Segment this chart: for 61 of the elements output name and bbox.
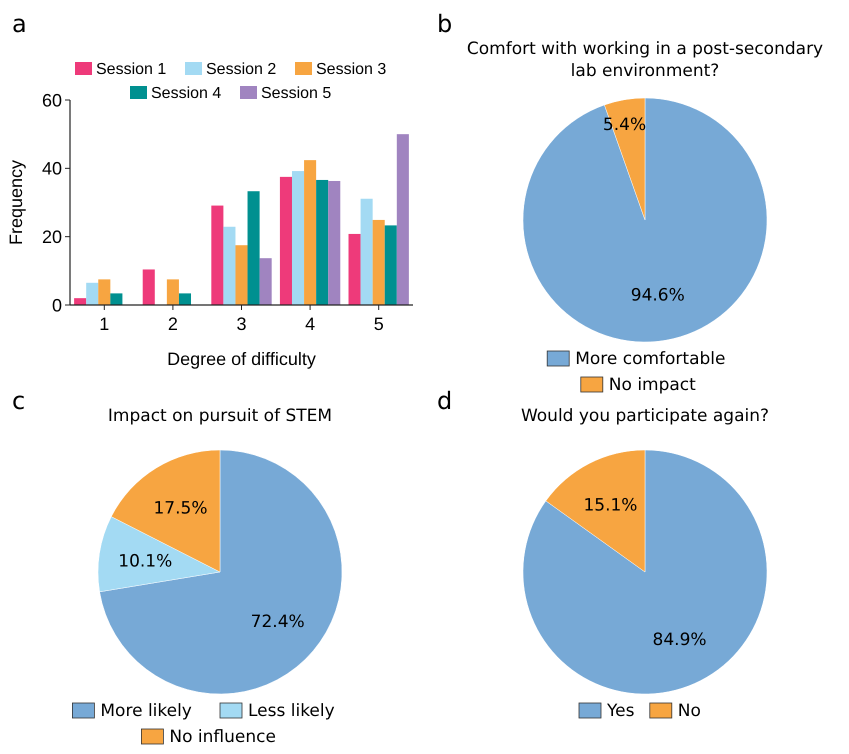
legend-label: No influence xyxy=(169,727,276,747)
bar xyxy=(74,298,86,305)
bar xyxy=(166,279,179,305)
bar xyxy=(178,293,192,305)
data-label: 15.1% xyxy=(583,496,638,516)
text: c xyxy=(12,387,26,415)
text: d xyxy=(437,387,452,415)
bar xyxy=(292,171,304,305)
bar xyxy=(280,176,292,305)
bar xyxy=(211,206,224,305)
bar xyxy=(316,180,328,305)
x-tick-label: 5 xyxy=(374,314,384,334)
text: a xyxy=(12,10,27,38)
bar xyxy=(328,180,340,305)
legend-label: Less likely xyxy=(248,701,335,721)
legend-label: Session 4 xyxy=(151,85,222,102)
data-label: 17.5% xyxy=(153,498,208,518)
text: b xyxy=(437,10,452,38)
data-label: 10.1% xyxy=(118,551,172,572)
data-label: 72.4% xyxy=(250,612,305,632)
pie-slice xyxy=(522,98,768,342)
legend-label: Session 5 xyxy=(261,85,332,102)
data-label: 84.9% xyxy=(652,630,707,650)
legend-label: More comfortable xyxy=(575,349,726,369)
x-axis-title: Degree of difficulty xyxy=(167,349,316,369)
legend-label: More likely xyxy=(100,701,192,721)
chart-title: Would you participate again? xyxy=(520,406,770,426)
bar xyxy=(223,226,236,305)
y-axis-title: Frequency xyxy=(6,160,26,246)
y-tick-label: 20 xyxy=(42,226,62,247)
y-tick-label: 40 xyxy=(42,158,62,179)
bar xyxy=(396,134,409,305)
bar xyxy=(110,293,122,305)
bar xyxy=(248,191,260,305)
bar xyxy=(142,269,155,305)
x-tick-label: 4 xyxy=(305,314,316,334)
legend-label: Session 3 xyxy=(316,61,386,78)
bar xyxy=(98,279,110,305)
bar xyxy=(384,225,397,305)
legend-label: No impact xyxy=(608,375,696,395)
bar xyxy=(360,198,373,305)
bar xyxy=(372,220,385,305)
bar xyxy=(86,282,98,305)
legend-label: No xyxy=(678,701,701,721)
bar xyxy=(304,160,316,305)
chart-title: Comfort with working in a post-secondary lab environment? xyxy=(466,39,824,81)
bar xyxy=(348,234,361,305)
bar xyxy=(260,258,272,305)
legend-label: Yes xyxy=(606,701,635,721)
x-tick-label: 3 xyxy=(236,314,247,334)
legend-label: Session 1 xyxy=(96,61,166,78)
pie-slice xyxy=(99,450,342,694)
bar xyxy=(235,245,248,305)
legend-label: Session 2 xyxy=(206,61,276,78)
data-label: 94.6% xyxy=(630,286,685,306)
pie-slice xyxy=(522,450,768,694)
x-tick-label: 2 xyxy=(168,314,178,334)
x-tick-label: 1 xyxy=(99,314,110,334)
y-tick-label: 60 xyxy=(42,90,62,110)
y-tick-label: 0 xyxy=(52,295,62,316)
chart-title: Impact on pursuit of STEM xyxy=(108,406,332,426)
